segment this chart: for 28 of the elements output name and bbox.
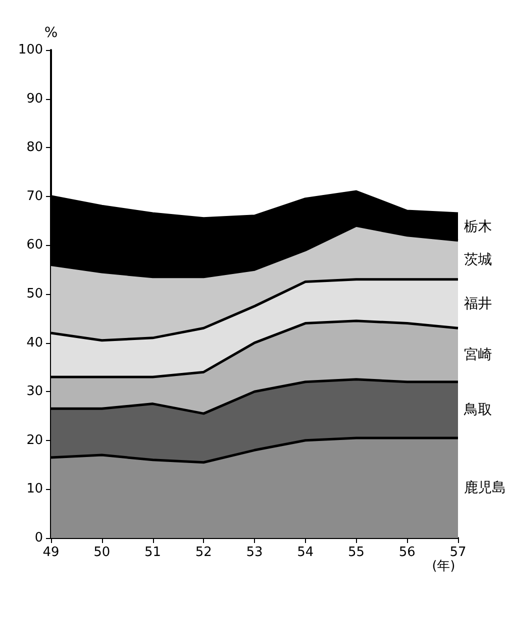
- x-tick-label: 57: [450, 545, 466, 560]
- y-tick-label: 0: [34, 530, 43, 546]
- series-label: 鹿児島: [464, 480, 506, 496]
- series-label: 茨城: [464, 252, 492, 268]
- x-tick-label: 55: [348, 545, 365, 560]
- y-axis-title: %: [44, 25, 58, 41]
- y-tick-label: 90: [26, 91, 43, 106]
- series-label: 宮崎: [464, 347, 492, 363]
- y-tick-label: 20: [26, 432, 43, 448]
- y-tick-label: 10: [26, 482, 43, 497]
- x-tick-label: 56: [398, 545, 416, 560]
- x-tick-label: 50: [94, 545, 110, 560]
- y-tick-label: 80: [26, 140, 43, 156]
- x-tick-label: 49: [42, 545, 60, 560]
- y-tick-label: 60: [26, 238, 43, 253]
- x-tick-label: 52: [195, 545, 212, 560]
- y-tick-label: 30: [26, 384, 43, 400]
- y-tick-label: 70: [26, 188, 43, 204]
- series-label: 鳥取: [463, 402, 492, 418]
- x-axis-title: (年): [432, 559, 456, 574]
- y-tick-label: 100: [18, 42, 43, 58]
- y-tick-label: 40: [26, 335, 43, 350]
- x-tick-label: 51: [144, 545, 162, 560]
- series-label: 福井: [464, 296, 492, 312]
- y-tick-label: 50: [26, 286, 43, 302]
- x-tick-label: 54: [297, 545, 314, 560]
- series-label: 栃木: [464, 218, 492, 235]
- x-tick-label: 53: [246, 545, 263, 560]
